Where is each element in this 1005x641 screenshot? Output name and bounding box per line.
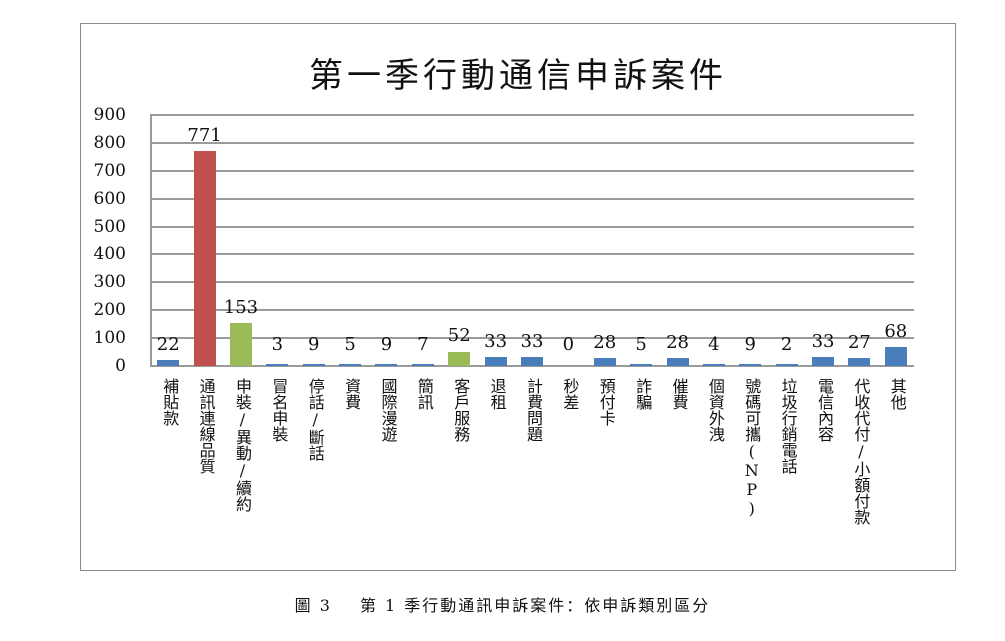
gridline: [150, 281, 914, 284]
y-tick-label: 100: [93, 328, 126, 349]
x-category-label: 號碼可攜(NP): [742, 378, 762, 518]
x-category-label: 退租: [487, 378, 507, 410]
bar: [339, 364, 362, 366]
gridline: [150, 169, 914, 172]
x-category-label: 通訊連線品質: [196, 378, 216, 474]
bar: [484, 356, 507, 366]
bar: [302, 363, 325, 366]
bar: [848, 358, 871, 366]
value-label: 3: [271, 334, 284, 355]
value-label: 28: [593, 332, 617, 354]
value-label: 2: [780, 334, 793, 355]
figure-caption: 圖 3 第 1 季行動通訊申訴案件：依申訴類別區分: [0, 592, 1005, 616]
bar: [884, 347, 907, 366]
value-label: 4: [708, 334, 720, 355]
bar: [775, 364, 798, 366]
bar: [193, 150, 216, 366]
value-label: 27: [847, 332, 871, 354]
y-tick-label: 800: [93, 132, 126, 153]
x-category-label: 資費: [342, 378, 362, 410]
x-category-label: 秒差: [560, 378, 580, 410]
x-category-label: 國際漫遊: [378, 378, 398, 442]
bar: [666, 358, 689, 366]
gridline: [150, 141, 914, 144]
gridline: [150, 197, 914, 200]
bar: [375, 363, 398, 366]
bar: [448, 351, 471, 366]
value-label: 28: [666, 332, 689, 354]
x-category-label: 補貼款: [160, 378, 180, 426]
value-label: 5: [635, 334, 647, 355]
bar: [157, 359, 180, 366]
y-tick-label: 0: [115, 356, 126, 376]
y-tick-label: 700: [93, 160, 126, 181]
bar: [630, 364, 653, 366]
plot-area: 22 771 153 3 9 5 9 7 52 33 33 0 28 5 28 4 9 2 33 27 68: [150, 114, 914, 367]
x-category-label: 停話/斷話: [305, 378, 325, 461]
value-label: 9: [380, 334, 393, 355]
value-label: 52: [447, 325, 471, 347]
gridline: [150, 337, 914, 340]
x-category-label: 簡訊: [414, 378, 434, 410]
x-category-label: 電信內容: [815, 378, 835, 442]
bar: [266, 364, 289, 366]
gridline: [150, 253, 914, 256]
value-label: 7: [417, 334, 429, 355]
bar: [411, 364, 434, 366]
y-tick-label: 900: [93, 105, 126, 125]
gridline: [150, 114, 914, 116]
chart-title: 第一季行動通信申訴案件: [309, 56, 727, 96]
bar: [593, 358, 616, 366]
y-tick-label: 500: [93, 216, 126, 237]
x-category-label: 客戶服務: [451, 378, 471, 442]
value-label: 22: [156, 333, 180, 355]
bar: [739, 363, 762, 366]
caption-text: 第 1 季行動通訊申訴案件：依申訴類別區分: [359, 596, 711, 615]
value-label: 9: [307, 334, 320, 355]
value-label: 33: [520, 330, 544, 352]
value-label: 0: [562, 334, 575, 355]
x-category-label: 預付卡: [596, 378, 616, 426]
x-category-label: 冒名申裝: [269, 378, 289, 442]
bar: [229, 323, 252, 366]
value-label: 9: [744, 334, 756, 355]
value-label: 33: [484, 330, 508, 352]
x-category-label: 催費: [669, 378, 689, 410]
gridline: [150, 225, 914, 228]
value-label: 153: [223, 297, 259, 319]
chart-frame: 第一季行動通信申訴案件: [80, 23, 956, 571]
bar: [702, 364, 725, 366]
value-label: 68: [884, 321, 908, 343]
gridline: [150, 309, 914, 312]
x-category-label: 申裝/異動/續約: [232, 378, 252, 512]
y-tick-label: 300: [93, 272, 126, 293]
x-category-label: 詐騙: [633, 378, 653, 410]
y-tick-label: 200: [93, 300, 126, 321]
value-label: 33: [811, 330, 835, 352]
gridline: [150, 365, 914, 367]
bar: [812, 356, 835, 366]
x-category-label: 個資外洩: [705, 378, 725, 442]
bar: [521, 356, 543, 366]
figure-number: 圖 3: [294, 596, 332, 615]
x-category-label: 垃圾行銷電話: [778, 378, 798, 474]
value-label: 5: [344, 334, 356, 355]
x-category-label: 其他: [887, 378, 907, 410]
y-axis-line: [150, 115, 152, 366]
y-tick-label: 600: [93, 188, 126, 209]
x-category-label: 代收代付/小額付款: [851, 378, 871, 525]
x-category-label: 計費問題: [524, 378, 543, 442]
value-label: 771: [187, 124, 222, 146]
y-tick-label: 400: [93, 244, 126, 265]
